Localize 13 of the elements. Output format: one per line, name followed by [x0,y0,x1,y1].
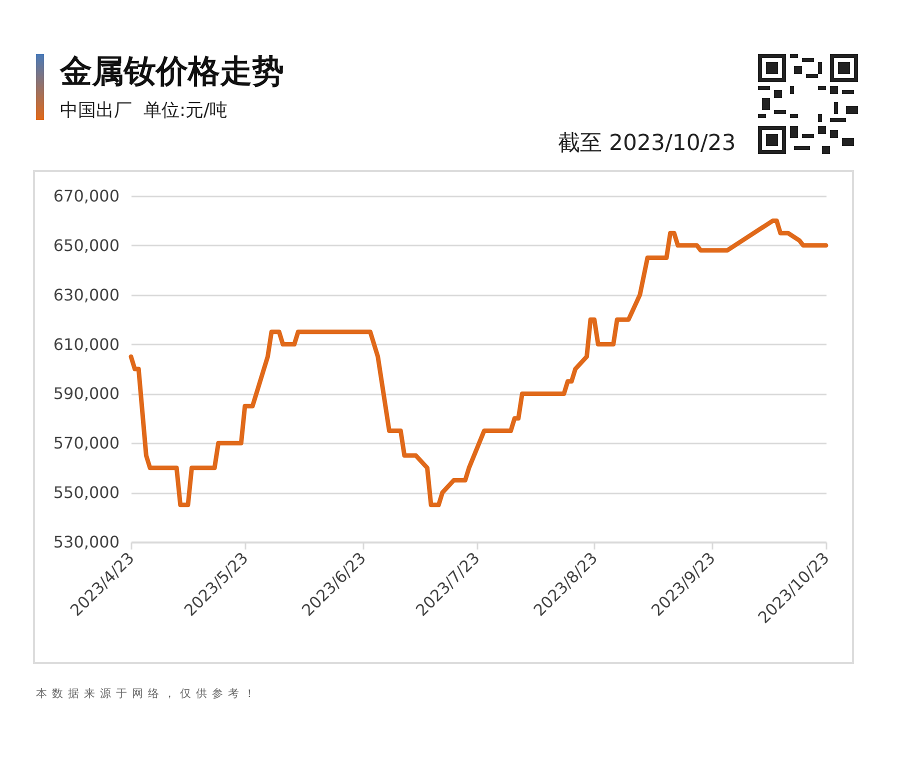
chart-subtitle: 中国出厂 单位:元/吨 [60,99,228,122]
y-tick-label: 530,000 [53,532,120,552]
line-series [128,218,828,508]
chart-title: 金属钕价格走势 [60,51,284,92]
y-tick-label: 570,000 [53,434,120,453]
y-tick-label: 550,000 [53,483,120,502]
y-tick-label: 670,000 [53,186,120,206]
text: 本数据来源于网络，仅供参考！ [36,686,260,701]
y-tick-label: 630,000 [53,285,120,304]
y-tick-label: 590,000 [53,384,120,404]
y-tick-label: 650,000 [53,236,120,255]
y-tick-label: 610,000 [53,334,120,354]
text: 截至 2023/10/23 [558,130,736,158]
